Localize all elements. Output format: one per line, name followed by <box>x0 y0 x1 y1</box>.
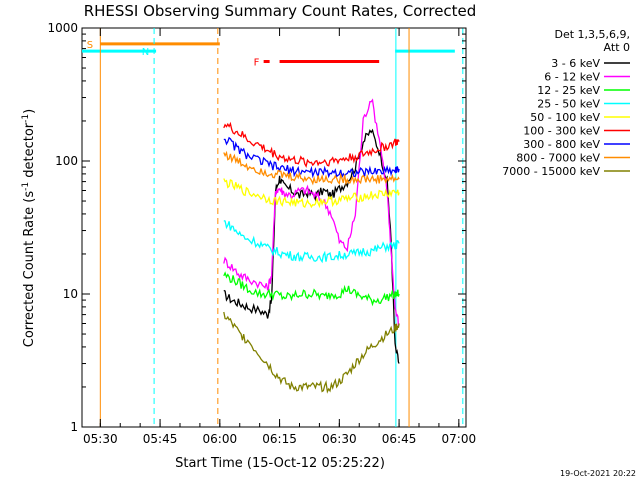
legend-label-6: 300 - 800 keV <box>523 138 600 151</box>
y-axis-label-main: Corrected Count Rate (s <box>22 191 37 348</box>
series-line-6 <box>223 136 400 180</box>
series-group <box>223 98 400 394</box>
series-line-0 <box>223 128 400 364</box>
x-tick-label-6: 07:00 <box>442 432 477 446</box>
y-tick-label-2: 100 <box>55 154 78 168</box>
plot-frame <box>81 27 467 428</box>
y-axis-label-sup2: -1 <box>21 114 31 123</box>
y-tick-label-0: 1 <box>70 420 78 434</box>
series-line-1 <box>223 98 400 328</box>
series-line-8 <box>223 311 400 394</box>
x-tick-label-2: 06:00 <box>203 432 238 446</box>
chart-title: RHESSI Observing Summary Count Rates, Co… <box>84 2 477 20</box>
state-label-s: S <box>87 40 93 51</box>
series-line-2 <box>223 271 400 307</box>
legend-label-3: 25 - 50 keV <box>537 98 600 111</box>
y-axis-label-mid: detector <box>22 122 37 182</box>
axes-group: 05:30 05:45 06:00 06:15 06:30 06:45 07:00 1 10 10… <box>47 21 476 446</box>
y-tick-label-1: 10 <box>63 287 78 301</box>
x-tick-label-4: 06:30 <box>322 432 357 446</box>
state-lines: S N F <box>82 28 464 427</box>
y-axis-label-sup1: -1 <box>21 182 31 191</box>
x-tick-label-1: 05:45 <box>143 432 178 446</box>
legend-label-7: 800 - 7000 keV <box>516 152 600 165</box>
y-tick-label-3: 1000 <box>47 21 78 35</box>
legend-label-2: 12 - 25 keV <box>537 84 600 97</box>
state-label-n: N <box>142 47 149 58</box>
plot-border <box>81 27 467 428</box>
x-tick-label-3: 06:15 <box>262 432 297 446</box>
series-line-5 <box>223 121 400 168</box>
footer-timestamp: 19-Oct-2021 20:22 <box>560 469 636 478</box>
legend-header-2: Att 0 <box>604 41 630 54</box>
y-axis-label-end: ) <box>22 109 37 114</box>
legend-label-8: 7000 - 15000 keV <box>502 165 600 178</box>
series-line-7 <box>223 150 400 186</box>
series-line-3 <box>223 220 400 264</box>
x-tick-label-5: 06:45 <box>382 432 417 446</box>
legend-label-1: 6 - 12 keV <box>544 71 600 84</box>
x-tick-label-0: 05:30 <box>83 432 118 446</box>
y-axis-label: Corrected Count Rate (s-1 detector-1) <box>21 109 37 347</box>
legend-label-4: 50 - 100 keV <box>530 111 600 124</box>
legend-header-1: Det 1,3,5,6,9, <box>554 28 630 41</box>
legend-label-0: 3 - 6 keV <box>551 57 600 70</box>
series-line-4 <box>223 178 400 209</box>
legend-label-5: 100 - 300 keV <box>523 125 600 138</box>
state-label-f: F <box>254 57 260 68</box>
x-axis-label: Start Time (15-Oct-12 05:25:22) <box>175 456 385 471</box>
